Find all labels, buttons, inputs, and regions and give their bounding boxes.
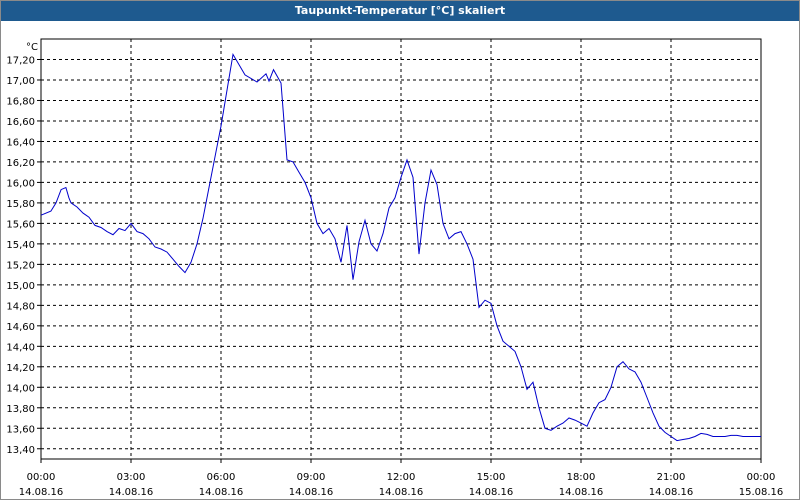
x-tick-label-time: 12:00 [387, 472, 416, 483]
y-tick-label: 16,40 [6, 137, 35, 148]
series-line [40, 52, 761, 442]
x-tick-label-date: 14.08.16 [559, 487, 604, 498]
x-tick-label-date: 14.08.16 [379, 487, 424, 498]
y-tick-label: 14,80 [6, 301, 35, 312]
y-tick-label: 17,00 [6, 76, 35, 87]
x-tick-label-time: 00:00 [747, 472, 776, 483]
y-tick-label: 14,20 [6, 363, 35, 374]
y-tick-label: 14,40 [6, 342, 35, 353]
y-tick-label: 15,80 [6, 199, 35, 210]
y-tick-label: 14,00 [6, 383, 35, 394]
x-tick-label-date: 14.08.16 [289, 487, 334, 498]
x-tick-label-time: 03:00 [117, 472, 146, 483]
x-tick-label-time: 06:00 [207, 472, 236, 483]
x-tick-label-time: 15:00 [477, 472, 506, 483]
x-tick-label-time: 21:00 [657, 472, 686, 483]
y-tick-label: 15,20 [6, 260, 35, 271]
x-tick-label-date: 14.08.16 [469, 487, 514, 498]
x-tick-label-time: 09:00 [297, 472, 326, 483]
x-tick-label-date: 14.08.16 [649, 487, 694, 498]
y-tick-label: 15,60 [6, 219, 35, 230]
y-tick-label: 17,20 [6, 55, 35, 66]
y-tick-label: 14,60 [6, 322, 35, 333]
y-axis-unit: °C [26, 42, 38, 53]
x-tick-label-date: 14.08.16 [19, 487, 64, 498]
y-tick-label: 13,40 [6, 445, 35, 456]
x-tick-label-date: 15.08.16 [739, 487, 784, 498]
y-tick-label: 13,80 [6, 404, 35, 415]
y-tick-label: 16,80 [6, 96, 35, 107]
y-tick-label: 15,40 [6, 240, 35, 251]
y-tick-label: 16,60 [6, 117, 35, 128]
x-tick-label-date: 14.08.16 [109, 487, 154, 498]
y-tick-label: 13,60 [6, 424, 35, 435]
x-tick-label-time: 00:00 [27, 472, 56, 483]
x-tick-label-time: 18:00 [567, 472, 596, 483]
y-tick-label: 15,00 [6, 281, 35, 292]
y-tick-label: 16,00 [6, 178, 35, 189]
y-tick-label: 16,20 [6, 158, 35, 169]
chart-title: Taupunkt-Temperatur [°C] skaliert [1, 1, 799, 21]
x-tick-label-date: 14.08.16 [199, 487, 244, 498]
